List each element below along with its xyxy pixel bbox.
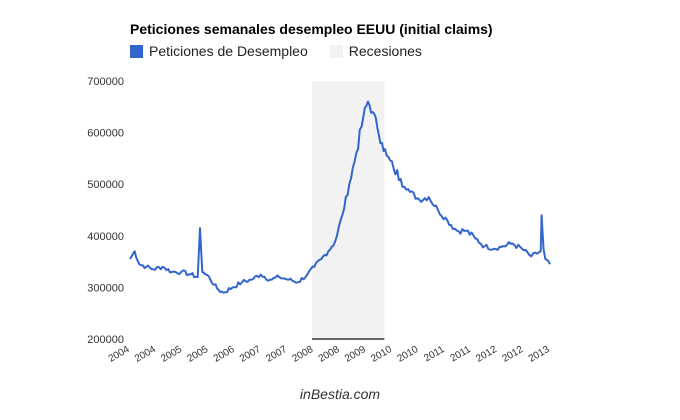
chart-title: Peticiones semanales desempleo EEUU (ini… [130,21,493,37]
legend-swatch-claims [130,44,143,58]
series-line-0 [129,100,551,294]
legend-swatch-recessions [329,44,343,58]
legend-item-recessions: Recesiones [329,43,422,59]
x-tick-label: 2009 [343,344,368,365]
legend-item-claims: Peticiones de Desempleo [130,43,308,59]
x-tick-label: 2007 [264,344,289,365]
y-tick-label: 200000 [87,334,124,346]
x-tick-label: 2008 [290,344,315,365]
x-tick-label: 2013 [527,344,552,365]
y-tick-label: 600000 [87,128,124,140]
x-tick-label: 2008 [317,344,342,365]
y-tick-label: 300000 [87,282,124,294]
x-tick-label: 2004 [133,344,158,365]
x-tick-label: 2010 [369,344,394,365]
legend: Peticiones de Desempleo Recesiones [130,42,444,60]
legend-label-recessions: Recesiones [348,43,422,59]
y-tick-label: 700000 [87,76,124,88]
recession-band [312,81,385,339]
x-tick-label: 2010 [395,344,420,365]
x-tick-label: 2005 [159,344,184,365]
legend-label-claims: Peticiones de Desempleo [149,43,308,59]
x-tick-label: 2012 [474,344,499,365]
x-tick-label: 2011 [422,344,447,364]
x-tick-label: 2006 [212,344,237,365]
credit-text: inBestia.com [299,386,381,402]
y-tick-label: 500000 [87,179,124,191]
x-tick-label: 2011 [449,344,474,364]
x-tick-label: 2012 [500,344,525,365]
x-tick-label: 2004 [107,344,132,365]
y-tick-label: 400000 [87,231,124,243]
x-tick-label: 2005 [185,344,210,365]
x-tick-label: 2007 [238,344,263,365]
